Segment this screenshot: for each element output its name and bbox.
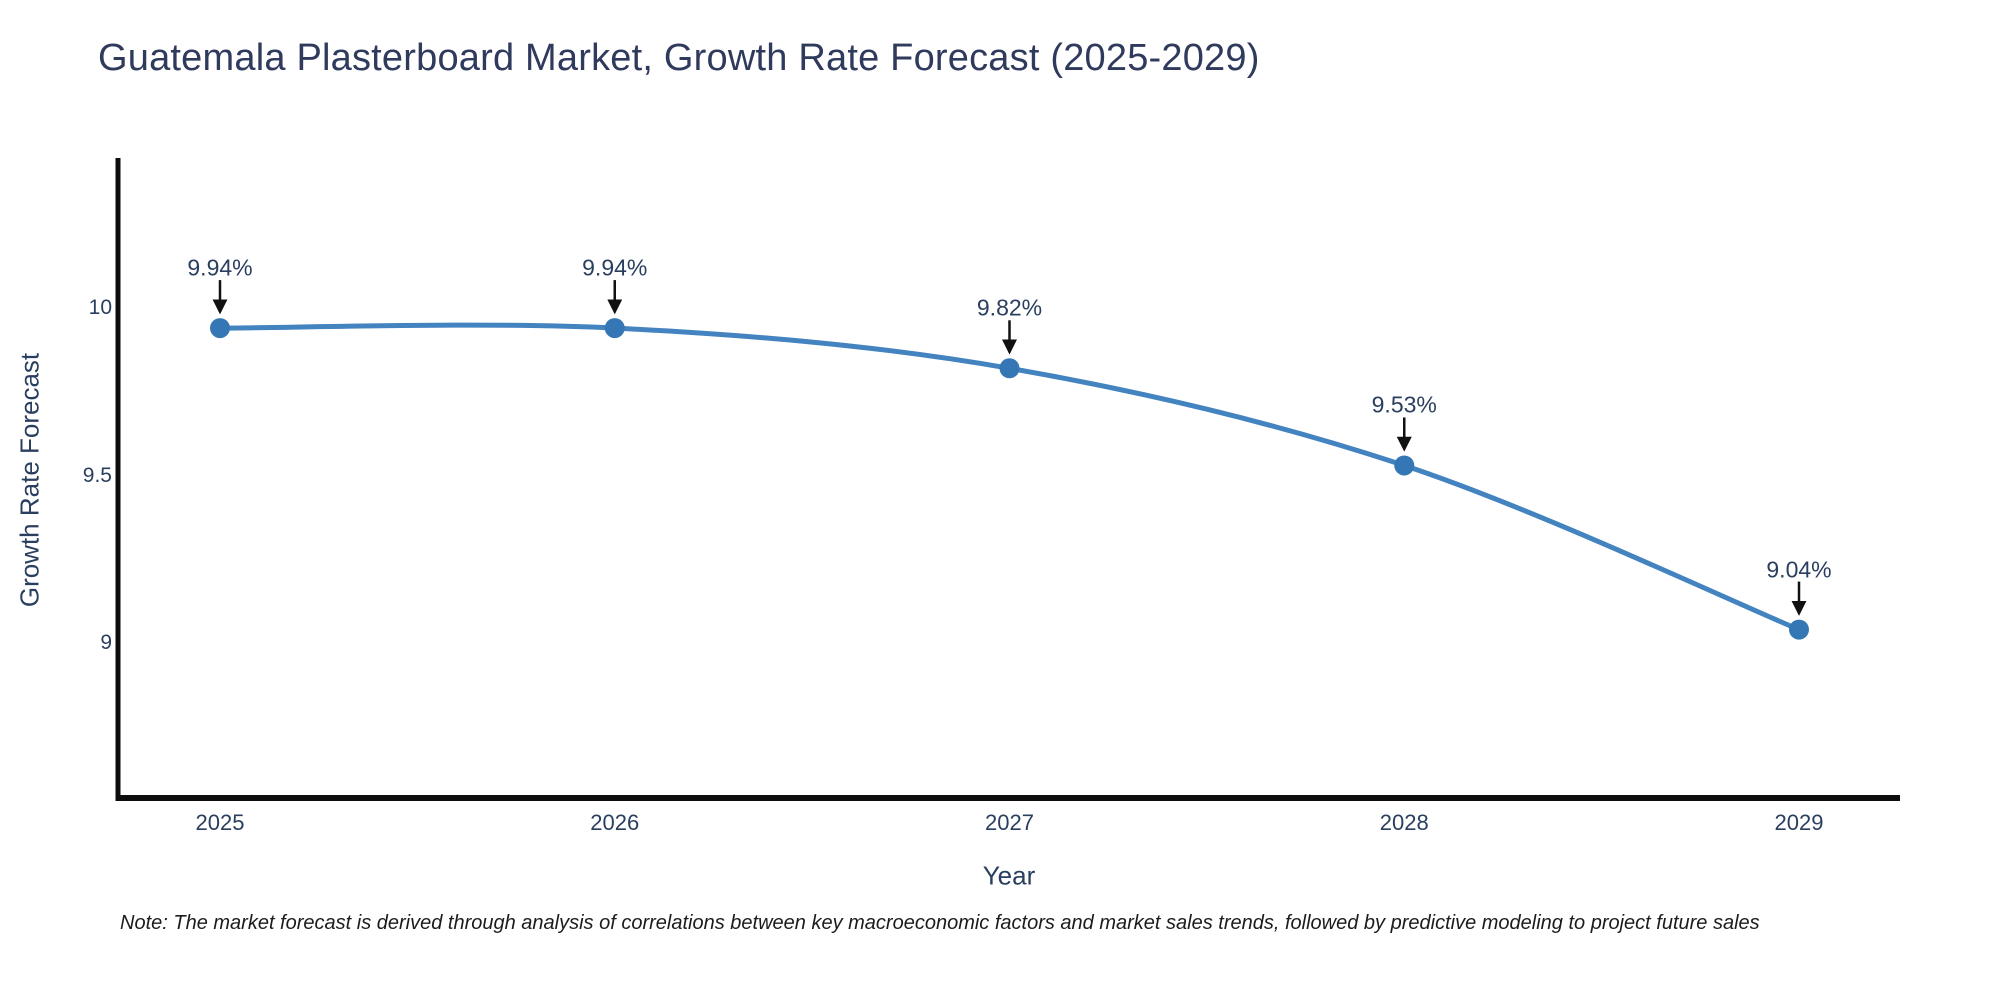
y-tick-label-10: 10	[88, 296, 112, 319]
y-tick-label-9: 9	[100, 631, 112, 654]
x-axis-title: Year	[982, 860, 1036, 891]
data-label-2027: 9.82%	[976, 294, 1043, 321]
y-tick-label-9-5: 9.5	[82, 463, 112, 487]
x-tick-label-2029: 2029	[1774, 810, 1824, 835]
data-label-2026: 9.94%	[582, 254, 648, 281]
x-tick-label-2025: 2025	[195, 810, 245, 835]
x-tick-label-2027: 2027	[985, 810, 1034, 835]
chart-title: Guatemala Plasterboard Market, Growth Ra…	[98, 37, 1260, 79]
data-label-2029: 9.04%	[1766, 556, 1832, 583]
data-label-2025: 9.94%	[187, 254, 253, 281]
footnote: Note: The market forecast is derived thr…	[120, 912, 1760, 934]
y-axis-title: Growth Rate Forecast	[14, 352, 45, 608]
x-tick-label-2026: 2026	[590, 810, 640, 835]
x-tick-label-2028: 2028	[1379, 810, 1429, 835]
data-label-2028: 9.53%	[1371, 391, 1437, 418]
data-point-marker	[999, 358, 1020, 379]
data-point-marker	[1394, 455, 1415, 476]
data-point-marker	[1789, 619, 1809, 640]
data-point-marker	[210, 318, 230, 339]
data-point-marker	[604, 318, 625, 339]
